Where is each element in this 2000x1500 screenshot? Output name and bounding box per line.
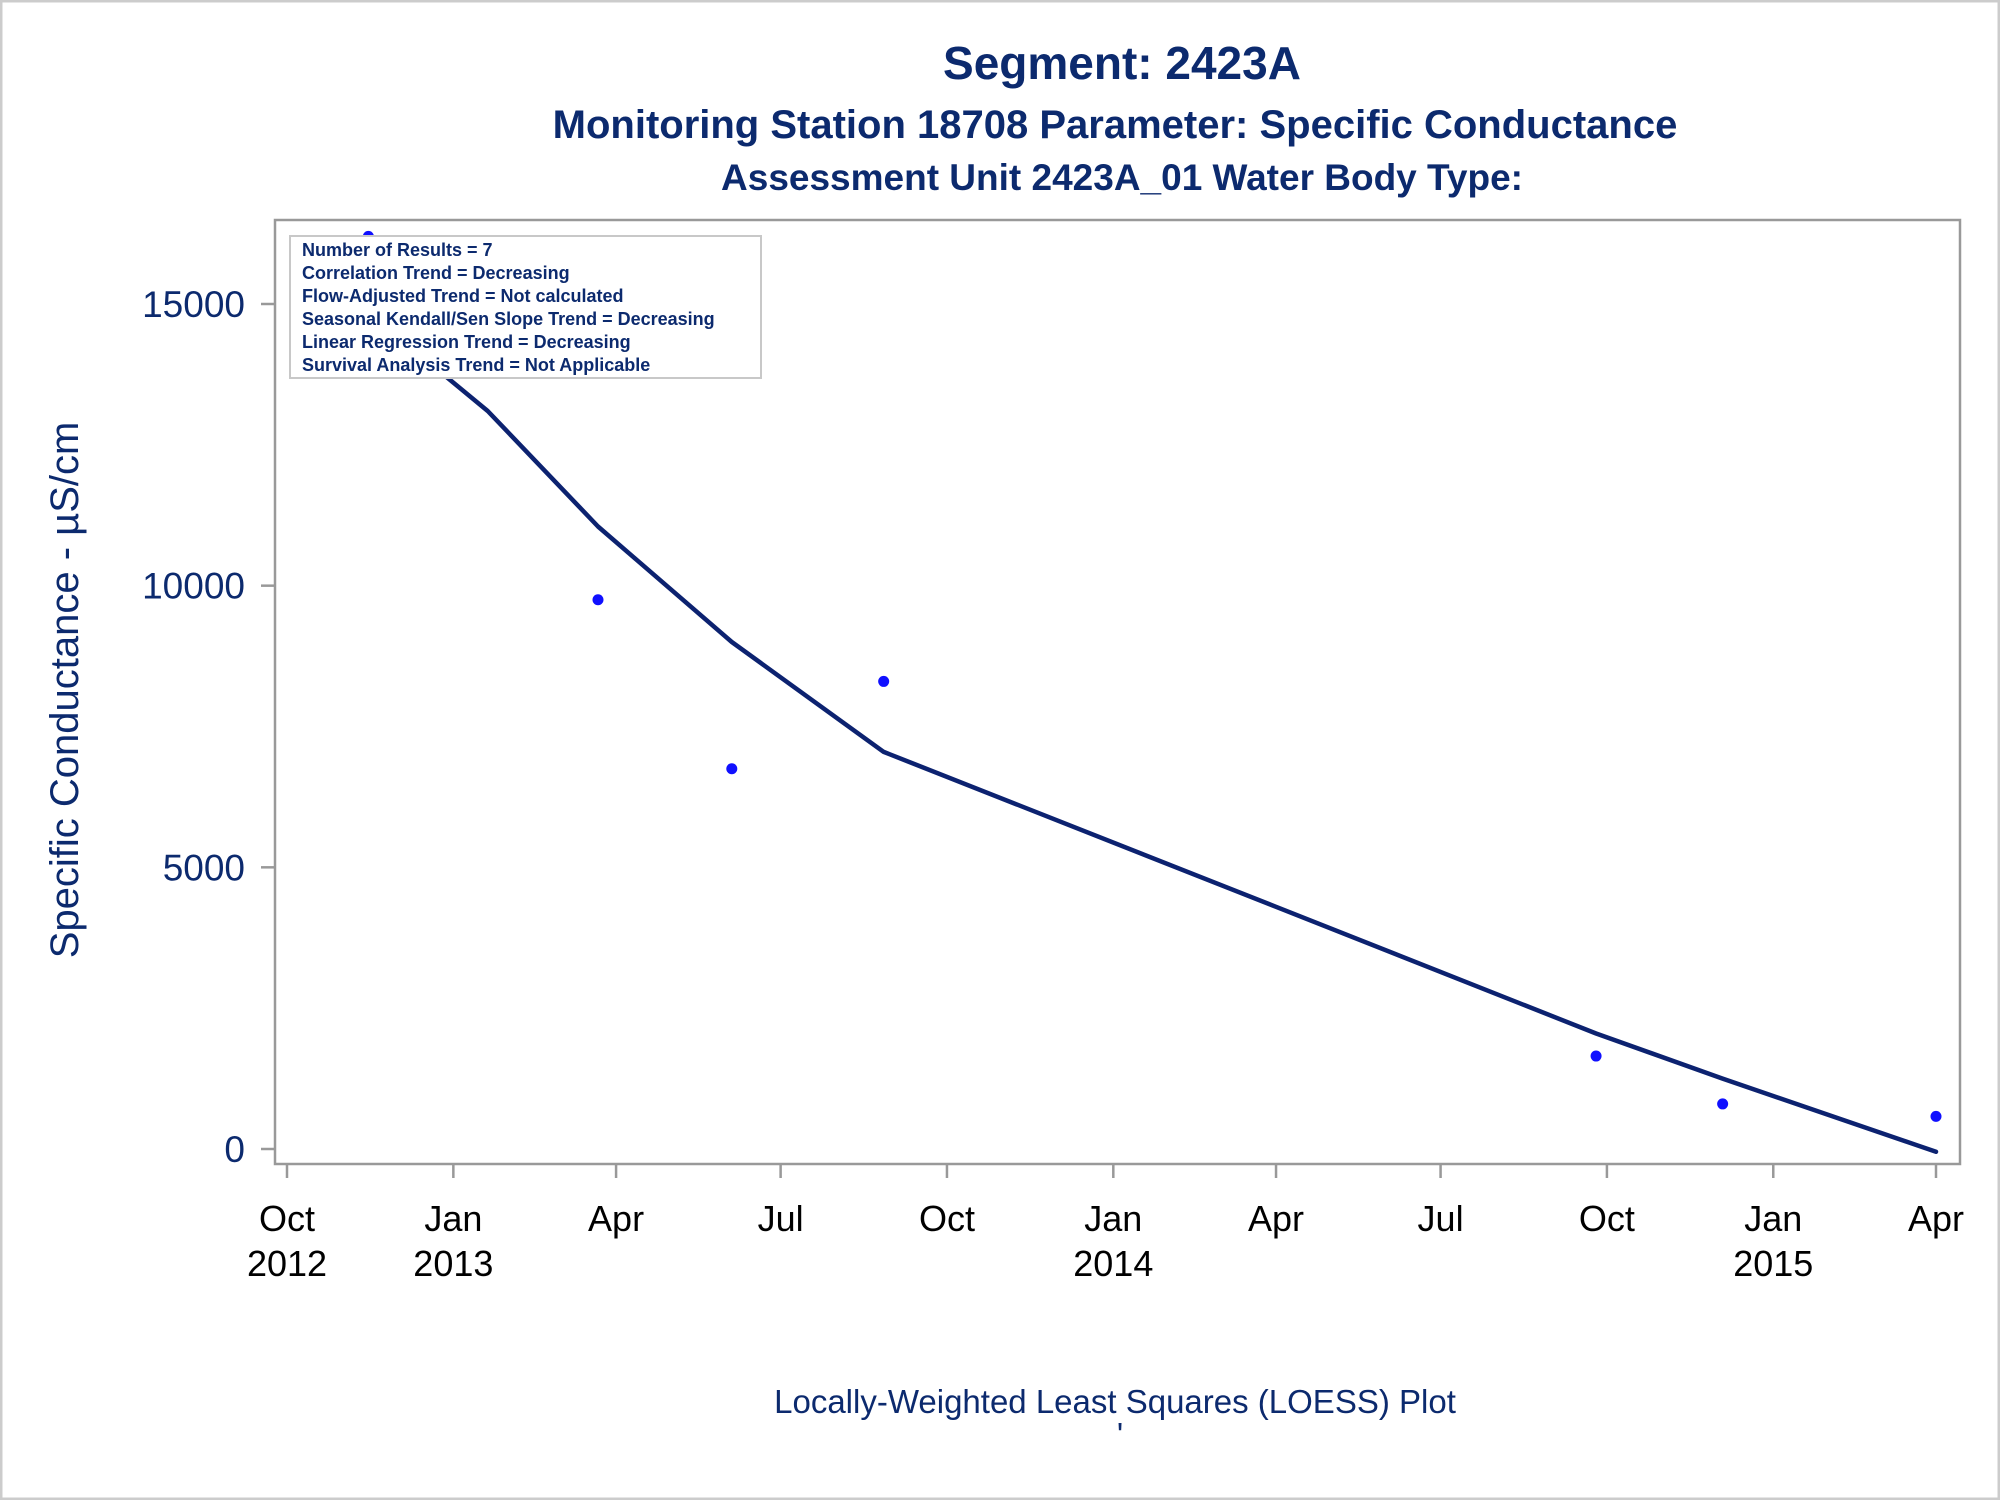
y-axis-label: Specific Conductance - µS/cm bbox=[43, 422, 87, 959]
x-tick-year-label: 2015 bbox=[1733, 1243, 1813, 1284]
x-tick-label: Apr bbox=[1248, 1198, 1304, 1239]
data-points bbox=[362, 230, 1942, 1122]
x-tick-label: Jan bbox=[1744, 1198, 1802, 1239]
chart-subtitle: Monitoring Station 18708 Parameter: Spec… bbox=[553, 103, 1678, 147]
x-tick-label: Oct bbox=[259, 1198, 315, 1239]
x-tick-label: Jul bbox=[1418, 1198, 1464, 1239]
data-point bbox=[726, 763, 738, 775]
stats-line-survival: Survival Analysis Trend = Not Applicable bbox=[302, 355, 650, 375]
stats-line-linear-regression: Linear Regression Trend = Decreasing bbox=[302, 332, 631, 352]
footnote: Locally-Weighted Least Squares (LOESS) P… bbox=[774, 1383, 1456, 1420]
y-tick-label: 15000 bbox=[142, 284, 245, 325]
stats-inset-box bbox=[289, 235, 762, 379]
stats-line-seasonal-kendall: Seasonal Kendall/Sen Slope Trend = Decre… bbox=[302, 309, 715, 329]
data-point bbox=[1717, 1098, 1729, 1110]
stats-line-correlation: Correlation Trend = Decreasing bbox=[302, 263, 570, 283]
x-tick-year-label: 2014 bbox=[1073, 1243, 1153, 1284]
y-tick-label: 0 bbox=[224, 1129, 245, 1170]
x-tick-label: Apr bbox=[588, 1198, 644, 1239]
x-tick-label: Jan bbox=[1084, 1198, 1142, 1239]
footnote-mark: ' bbox=[1117, 1416, 1123, 1453]
loess-curve bbox=[366, 310, 1939, 1155]
plot-area bbox=[273, 218, 1962, 1166]
x-tick-label: Oct bbox=[919, 1198, 975, 1239]
x-tick-label: Oct bbox=[1579, 1198, 1635, 1239]
data-point bbox=[1590, 1050, 1602, 1062]
chart-subtitle-2: Assessment Unit 2423A_01 Water Body Type… bbox=[721, 157, 1523, 198]
stats-inset: Number of Results = 7 Correlation Trend … bbox=[289, 235, 762, 379]
chart-title: Segment: 2423A bbox=[943, 37, 1301, 89]
x-tick-year-label: 2013 bbox=[413, 1243, 493, 1284]
x-tick-label: Apr bbox=[1908, 1198, 1964, 1239]
stats-line-results: Number of Results = 7 bbox=[302, 240, 493, 260]
data-point bbox=[1930, 1110, 1942, 1122]
loess-line bbox=[366, 310, 1939, 1155]
x-tick-year-label: 2012 bbox=[247, 1243, 327, 1284]
y-tick-label: 10000 bbox=[142, 566, 245, 607]
stats-line-flow-adjusted: Flow-Adjusted Trend = Not calculated bbox=[302, 286, 624, 306]
data-point bbox=[878, 675, 890, 687]
x-tick-label: Jul bbox=[758, 1198, 804, 1239]
y-tick-label: 5000 bbox=[163, 847, 245, 888]
y-axis: 0 5000 10000 15000 bbox=[142, 284, 275, 1170]
x-tick-label: Jan bbox=[424, 1198, 482, 1239]
data-point bbox=[592, 594, 604, 606]
